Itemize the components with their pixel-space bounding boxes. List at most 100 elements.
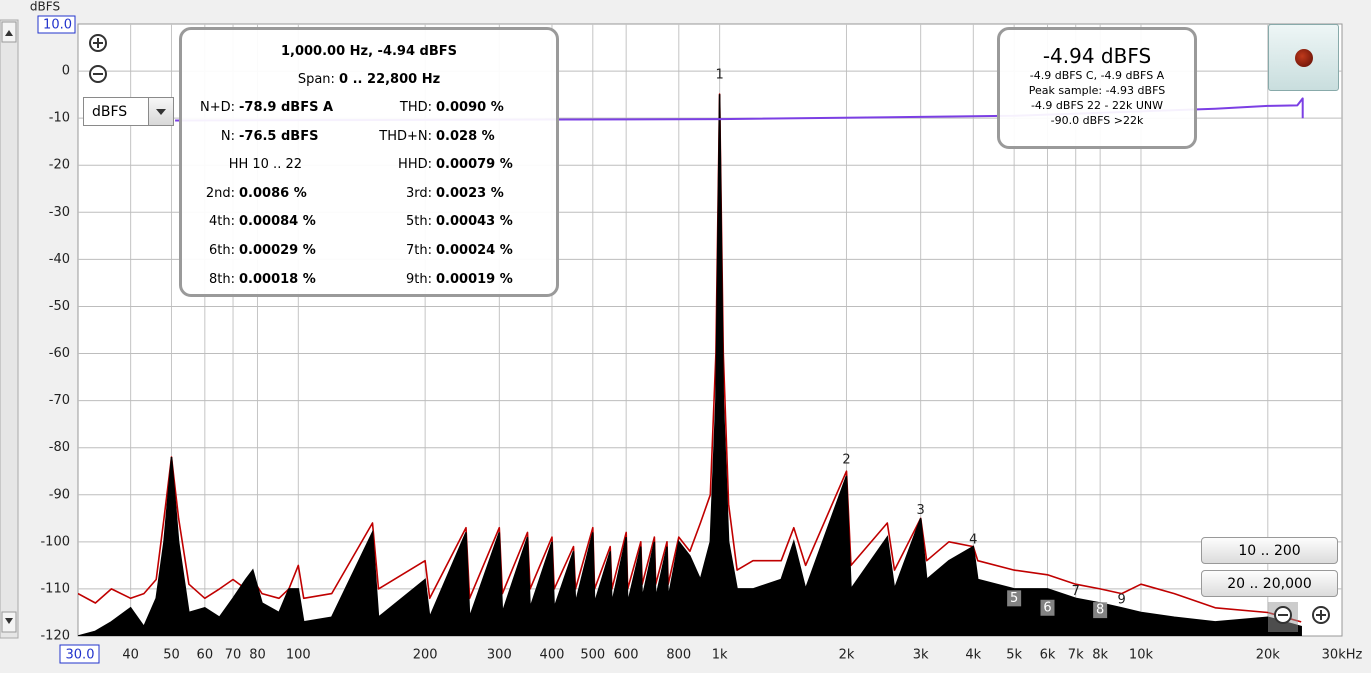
x-tick-label: 6k <box>1040 648 1056 663</box>
spectrum-area <box>78 94 1302 636</box>
scroll-up-arrow <box>5 30 13 36</box>
stats-value: 0.00018 % <box>239 271 316 287</box>
zoom-in-bottom[interactable] <box>1312 606 1330 624</box>
level-detail: Peak sample: -4.93 dBFS <box>1028 84 1166 97</box>
stats-label: HHD: <box>398 157 432 173</box>
scrollbar[interactable] <box>0 19 19 639</box>
span-label: Span: <box>297 72 335 87</box>
y-tick-label: -60 <box>49 346 70 361</box>
stats-label: 2nd: <box>205 185 235 201</box>
stats-value: -78.9 dBFS A <box>239 100 334 115</box>
x-tick-label: 8k <box>1092 648 1108 663</box>
y-tick-label: -70 <box>49 393 70 408</box>
harmonic-label: 1 <box>715 67 723 82</box>
stats-row: 4th: 0.00084 % 5th: 0.00043 % <box>182 214 556 243</box>
range-button[interactable]: 20 .. 20,000 <box>1201 570 1338 597</box>
stats-label: 8th: <box>209 271 235 287</box>
stats-value: 0.00079 % <box>436 157 513 173</box>
x-tick-label: 100 <box>286 648 311 663</box>
span-value: 0 .. 22,800 Hz <box>339 72 441 87</box>
stats-cell: HHD: 0.00079 % <box>357 157 513 172</box>
labels: 30.0 40 50 60 70 80 100 200 300 400 500 600 800 1k 2k 3… <box>37 15 1363 664</box>
zoom-out-top[interactable] <box>89 65 107 83</box>
stats-cell: 5th: 0.00043 % <box>357 214 513 229</box>
stats-value: 0.00043 % <box>436 214 513 230</box>
x-tick-label: 1k <box>712 648 728 663</box>
x-tick-label: 50 <box>163 648 180 663</box>
stats-cell: 8th: 0.00018 % <box>182 272 316 287</box>
stats-cell: 7th: 0.00024 % <box>357 243 513 258</box>
x-tick-label: 30.0 <box>66 648 95 663</box>
stats-row: 6th: 0.00029 % 7th: 0.00024 % <box>182 243 556 272</box>
stats-label: HH 10 .. 22 <box>228 157 302 173</box>
stats-value: 0.0090 % <box>436 100 504 115</box>
stats-value: 0.00024 % <box>436 242 513 258</box>
spectrum-line <box>175 97 1304 122</box>
harmonic-label: 4 <box>969 532 977 547</box>
stats-label: 5th: <box>406 214 432 230</box>
y-tick-label: -80 <box>49 440 70 455</box>
panel-title: 1,000.00 Hz, -4.94 dBFS <box>280 44 458 59</box>
level-panel: -4.94 dBFS -4.9 dBFS C, -4.9 dBFS A Peak … <box>997 27 1197 149</box>
stats-row: N+D: -78.9 dBFS A THD: 0.0090 % <box>182 100 556 129</box>
x-tick-label: 400 <box>540 648 565 663</box>
stats-label: N+D: <box>199 100 235 115</box>
x-tick-label: 2k <box>839 648 855 663</box>
stats-value: 0.00029 % <box>239 242 316 258</box>
stats-value: 0.0023 % <box>436 185 504 201</box>
stats-cell: 4th: 0.00084 % <box>182 214 316 229</box>
stats-cell: HH 10 .. 22 <box>182 157 302 172</box>
x-tick-label: 500 <box>580 648 605 663</box>
scroll-down-arrow <box>5 618 13 624</box>
x-tick-label: 5k <box>1006 648 1022 663</box>
harmonic-label: 9 <box>1118 592 1126 607</box>
y-axis-label: dBFS <box>30 0 60 14</box>
stats-label: 6th: <box>209 242 235 258</box>
distortion-panel: 1,000.00 Hz, -4.94 dBFS Span: 0 .. 22,80… <box>179 27 559 297</box>
stats-cell: N+D: -78.9 dBFS A <box>182 100 333 115</box>
x-tick-label: 600 <box>614 648 639 663</box>
x-range-box[interactable] <box>59 644 100 664</box>
unit-selector[interactable]: dBFS <box>83 97 174 126</box>
y-tick-label: -40 <box>49 252 70 267</box>
stats-value: 0.00019 % <box>436 271 513 287</box>
zoom-out-bottom[interactable] <box>1268 602 1298 632</box>
stats-label: 7th: <box>406 242 432 258</box>
stats-label: THD: <box>399 100 432 115</box>
level-detail: -90.0 dBFS >22k <box>1050 114 1144 127</box>
x-tick-label: 30kHz <box>1322 648 1363 663</box>
harmonic-label-box <box>1093 602 1108 619</box>
y-tick-label: -100 <box>40 534 70 549</box>
x-tick-label: 20k <box>1256 648 1281 663</box>
stats-cell: THD: 0.0090 % <box>357 100 504 115</box>
stats-grid: N+D: -78.9 dBFS A THD: 0.0090 % N: -76.5 dBFS… <box>182 100 556 300</box>
harmonic-label: 3 <box>917 503 925 518</box>
stats-label: THD+N: <box>379 128 432 144</box>
x-tick-label: 70 <box>225 648 242 663</box>
stats-cell: N: -76.5 dBFS <box>182 128 319 144</box>
x-tick-label: 7k <box>1068 648 1084 663</box>
y-tick-label: -50 <box>49 299 70 314</box>
stats-value: 0.00084 % <box>239 214 316 230</box>
range-button[interactable]: 10 .. 200 <box>1201 537 1338 564</box>
stats-label: 4th: <box>209 214 235 230</box>
y-tick-label: -120 <box>40 629 70 644</box>
stats-row: 8th: 0.00018 % 9th: 0.00019 % <box>182 272 556 301</box>
stats-value: -76.5 dBFS <box>239 128 319 144</box>
stats-cell: 2nd: 0.0086 % <box>182 186 307 201</box>
zoom-in-top[interactable] <box>89 34 107 52</box>
y-tick-label: 10.0 <box>43 18 72 33</box>
record-button[interactable] <box>1268 24 1339 91</box>
level-detail: -4.9 dBFS C, -4.9 dBFS A <box>1029 69 1165 82</box>
stats-row: N: -76.5 dBFS THD+N: 0.028 % <box>182 129 556 158</box>
harmonic-label: 6 <box>1043 600 1051 615</box>
y-tick-label: -20 <box>49 158 70 173</box>
x-tick-label: 3k <box>913 648 929 663</box>
x-tick-label: 80 <box>249 648 266 663</box>
y-range-box[interactable] <box>37 15 76 34</box>
stats-cell: 6th: 0.00029 % <box>182 243 316 258</box>
x-tick-label: 4k <box>965 648 981 663</box>
stats-label: N: <box>220 128 235 144</box>
dropdown-arrow[interactable] <box>148 98 173 125</box>
x-tick-label: 800 <box>666 648 691 663</box>
